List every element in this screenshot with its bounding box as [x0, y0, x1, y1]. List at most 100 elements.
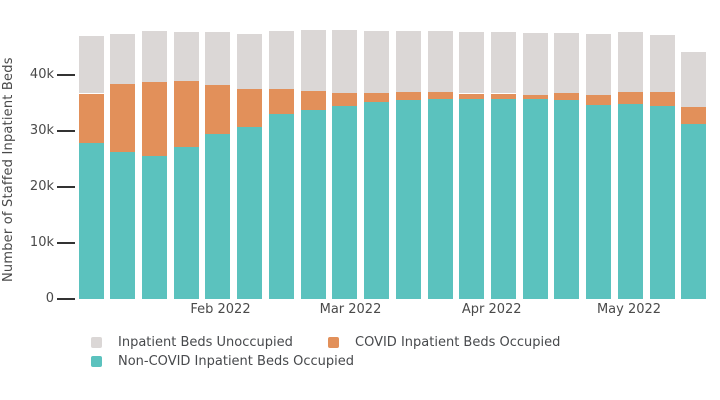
- bar-week-17: [586, 19, 612, 299]
- bar-segment-covid[interactable]: [681, 106, 707, 124]
- bar-segment-noncovid[interactable]: [395, 99, 421, 299]
- bar-segment-covid[interactable]: [268, 89, 294, 115]
- bar-week-1: [78, 19, 104, 299]
- bar-segment-covid[interactable]: [205, 84, 231, 134]
- bar-segment-noncovid[interactable]: [110, 152, 136, 299]
- bar-segment-covid[interactable]: [237, 89, 263, 127]
- bar-week-3: [141, 19, 167, 299]
- bar-segment-covid[interactable]: [427, 92, 453, 99]
- y-tick-label: 10k: [29, 235, 54, 250]
- plot-area: [76, 19, 712, 299]
- bar-week-20: [681, 19, 707, 299]
- bar-segment-unoccupied[interactable]: [364, 30, 390, 93]
- bar-segment-unoccupied[interactable]: [110, 33, 136, 84]
- legend-item[interactable]: Non-COVID Inpatient Beds Occupied: [91, 352, 354, 371]
- bar-segment-noncovid[interactable]: [173, 147, 199, 299]
- bar-segment-unoccupied[interactable]: [649, 34, 675, 93]
- bar-segment-covid[interactable]: [459, 93, 485, 99]
- bar-week-9: [332, 19, 358, 299]
- bar-segment-covid[interactable]: [522, 94, 548, 99]
- bar-segment-covid[interactable]: [332, 92, 358, 107]
- y-tick-label: 0: [45, 291, 54, 306]
- bar-segment-covid[interactable]: [395, 91, 421, 100]
- bar-week-13: [459, 19, 485, 299]
- bar-segment-unoccupied[interactable]: [205, 32, 231, 85]
- bar-segment-noncovid[interactable]: [300, 110, 326, 299]
- bar-segment-noncovid[interactable]: [78, 142, 104, 299]
- bar-segment-noncovid[interactable]: [490, 98, 516, 299]
- bar-segment-unoccupied[interactable]: [141, 31, 167, 82]
- bar-week-16: [554, 19, 580, 299]
- bar-segment-unoccupied[interactable]: [237, 33, 263, 89]
- bar-segment-noncovid[interactable]: [586, 104, 612, 299]
- bar-segment-unoccupied[interactable]: [395, 30, 421, 92]
- bar-segment-unoccupied[interactable]: [586, 34, 612, 95]
- bar-segment-covid[interactable]: [649, 92, 675, 106]
- bar-segment-covid[interactable]: [141, 81, 167, 157]
- bar-segment-noncovid[interactable]: [268, 114, 294, 299]
- bar-segment-unoccupied[interactable]: [300, 29, 326, 91]
- bar-week-19: [649, 19, 675, 299]
- bar-segment-unoccupied[interactable]: [554, 33, 580, 94]
- bar-segment-unoccupied[interactable]: [332, 29, 358, 93]
- bar-segment-unoccupied[interactable]: [522, 33, 548, 95]
- bar-week-4: [173, 19, 199, 299]
- bar-segment-noncovid[interactable]: [649, 105, 675, 299]
- x-axis: Feb 2022 Mar 2022 Apr 2022 May 2022: [76, 302, 712, 320]
- bar-segment-noncovid[interactable]: [427, 98, 453, 299]
- bar-segment-noncovid[interactable]: [205, 133, 231, 299]
- bar-segment-covid[interactable]: [78, 93, 104, 143]
- legend-item[interactable]: COVID Inpatient Beds Occupied: [328, 333, 560, 352]
- bar-segment-noncovid[interactable]: [237, 126, 263, 299]
- legend-item[interactable]: Inpatient Beds Unoccupied: [91, 333, 293, 352]
- bar-segment-covid[interactable]: [300, 90, 326, 111]
- y-tick-mark: [57, 298, 75, 300]
- bar-segment-covid[interactable]: [490, 93, 516, 99]
- y-tick-label: 30k: [29, 123, 54, 138]
- y-tick-label: 40k: [29, 67, 54, 82]
- y-tick-mark: [57, 74, 75, 76]
- legend-swatch-icon: [91, 337, 102, 348]
- bar-segment-noncovid[interactable]: [141, 156, 167, 299]
- bar-week-6: [237, 19, 263, 299]
- legend-label: Inpatient Beds Unoccupied: [118, 334, 293, 350]
- legend-label: Non-COVID Inpatient Beds Occupied: [118, 353, 354, 369]
- bar-week-15: [522, 19, 548, 299]
- y-tick-mark: [57, 242, 75, 244]
- bar-segment-unoccupied[interactable]: [681, 52, 707, 107]
- legend-row: Non-COVID Inpatient Beds Occupied: [91, 352, 691, 371]
- bar-segment-unoccupied[interactable]: [459, 31, 485, 94]
- bar-segment-unoccupied[interactable]: [78, 35, 104, 94]
- bar-segment-covid[interactable]: [364, 92, 390, 103]
- x-tick-label: Mar 2022: [319, 302, 382, 317]
- x-tick-label: Feb 2022: [190, 302, 251, 317]
- bar-segment-noncovid[interactable]: [554, 99, 580, 299]
- bar-week-10: [364, 19, 390, 299]
- y-tick-label: 20k: [29, 179, 54, 194]
- bar-segment-noncovid[interactable]: [617, 103, 643, 299]
- bar-segment-unoccupied[interactable]: [173, 32, 199, 82]
- y-tick-mark: [57, 130, 75, 132]
- bar-week-14: [490, 19, 516, 299]
- legend-swatch-icon: [328, 337, 339, 348]
- y-axis: 0 10k 20k 30k 40k: [0, 19, 76, 306]
- bar-segment-unoccupied[interactable]: [427, 30, 453, 93]
- bar-segment-covid[interactable]: [554, 93, 580, 100]
- x-tick-label: Apr 2022: [461, 302, 522, 317]
- bar-segment-covid[interactable]: [110, 83, 136, 153]
- bar-segment-unoccupied[interactable]: [617, 31, 643, 92]
- bar-segment-covid[interactable]: [617, 91, 643, 104]
- bar-segment-noncovid[interactable]: [681, 123, 707, 299]
- bar-segment-unoccupied[interactable]: [268, 30, 294, 89]
- bar-segment-covid[interactable]: [173, 81, 199, 148]
- bar-segment-noncovid[interactable]: [459, 98, 485, 299]
- bar-segment-noncovid[interactable]: [522, 98, 548, 299]
- bar-segment-noncovid[interactable]: [364, 102, 390, 299]
- bar-segment-covid[interactable]: [586, 94, 612, 105]
- bar-segment-noncovid[interactable]: [332, 106, 358, 299]
- bar-week-8: [300, 19, 326, 299]
- bar-week-12: [427, 19, 453, 299]
- bar-segment-unoccupied[interactable]: [490, 31, 516, 94]
- bar-week-11: [395, 19, 421, 299]
- bar-week-2: [110, 19, 136, 299]
